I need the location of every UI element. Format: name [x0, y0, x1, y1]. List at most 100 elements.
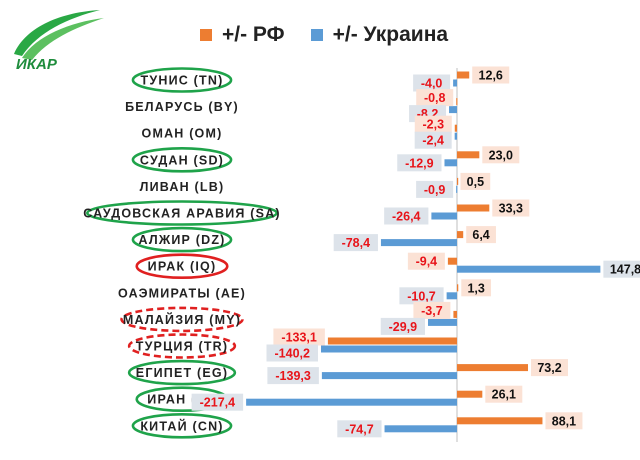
category-label-1: БЕЛАРУСЬ (BY): [125, 100, 239, 114]
bar-rf-10: [327, 337, 457, 345]
value-label-rf-10-box: [273, 328, 325, 346]
value-label-rf-0-box: [472, 66, 510, 84]
legend-item-ukraine: +/- Украина: [310, 23, 449, 47]
bar-rf-9: [453, 310, 457, 318]
highlight-ellipse-3: [131, 147, 233, 173]
bar-ukraine-5: [431, 212, 457, 220]
category-label-0: ТУНИС (TN): [141, 74, 224, 88]
bar-rf-6: [457, 231, 464, 239]
category-label-4: ЛИВАН (LB): [140, 180, 225, 194]
bar-ukraine-7: [457, 265, 601, 273]
value-label-rf-9-box: [413, 301, 451, 319]
bar-rf-11: [457, 364, 529, 372]
bar-rf-4: [457, 177, 459, 185]
value-label-ukraine-2-box: [414, 131, 452, 149]
highlight-ellipse-6: [131, 226, 233, 253]
bar-ukraine-6: [380, 239, 457, 247]
value-label-rf-11: 73,2: [537, 361, 561, 375]
value-label-rf-4: 0,5: [467, 175, 484, 189]
value-label-rf-0: 12,6: [479, 69, 503, 83]
value-label-ukraine-13-box: [337, 420, 382, 438]
value-label-ukraine-2: -2,4: [422, 134, 444, 148]
value-label-ukraine-9-box: [380, 317, 425, 335]
value-label-rf-13: 88,1: [552, 414, 576, 428]
value-label-ukraine-0: -4,0: [421, 77, 443, 91]
value-label-rf-12-box: [485, 385, 523, 403]
value-label-rf-6: 6,4: [472, 228, 489, 242]
ikar-logo: ИКАР: [14, 10, 104, 72]
category-label-6: АЛЖИР (DZ): [138, 233, 225, 247]
value-label-ukraine-7: 147,8: [610, 263, 640, 277]
value-label-rf-4-box: [460, 172, 491, 190]
legend-swatch-ukraine: [310, 29, 323, 41]
value-label-ukraine-11: -139,3: [275, 369, 310, 383]
bar-ukraine-2: [454, 132, 457, 140]
logo-swoosh-1: [14, 10, 100, 56]
logo-swoosh-2: [22, 18, 104, 60]
bar-ukraine-9: [427, 318, 457, 326]
category-label-11: ЕГИПЕТ (EG): [136, 366, 228, 380]
highlight-ellipse-7: [135, 253, 229, 280]
value-label-rf-1: -0,8: [424, 91, 446, 105]
value-label-ukraine-12-box: [191, 393, 244, 411]
legend-label-rf: +/- РФ: [222, 23, 285, 46]
value-label-ukraine-7-box: [603, 260, 640, 278]
value-label-rf-1-box: [416, 89, 454, 107]
value-label-rf-3-box: [482, 146, 520, 164]
category-label-13: КИТАЙ (CN): [140, 418, 223, 433]
value-label-ukraine-4-box: [416, 180, 454, 198]
value-label-rf-7: -9,4: [416, 255, 438, 269]
value-label-rf-6-box: [466, 226, 496, 244]
bar-rf-8: [457, 284, 459, 292]
legend-label-ukraine: +/- Украина: [332, 23, 449, 46]
value-label-ukraine-3-box: [397, 154, 442, 172]
value-label-rf-3: 23,0: [489, 148, 513, 162]
chart-legend: +/- РФ +/- Украина: [200, 22, 474, 48]
highlight-ellipse-10: [127, 333, 237, 359]
value-label-ukraine-11-box: [267, 367, 319, 385]
bar-ukraine-3: [444, 159, 457, 167]
category-label-5: САУДОВСКАЯ АРАВИЯ (SA): [83, 207, 281, 221]
category-label-9: МАЛАЙЗИЯ (MY): [123, 312, 241, 327]
value-label-ukraine-8: -10,7: [407, 289, 436, 303]
bar-ukraine-13: [384, 425, 457, 433]
legend-item-rf: +/- РФ: [200, 23, 285, 47]
value-label-ukraine-10-box: [266, 344, 319, 362]
bar-ukraine-12: [246, 398, 457, 406]
value-label-rf-11-box: [531, 359, 569, 377]
bar-ukraine-0: [453, 79, 457, 87]
value-label-ukraine-0-box: [413, 74, 451, 92]
bar-rf-1: [456, 98, 458, 106]
value-label-rf-8-box: [461, 279, 492, 297]
category-label-2: ОМАН (OM): [142, 127, 223, 141]
value-label-ukraine-9: -29,9: [389, 320, 418, 334]
value-label-ukraine-12: -217,4: [200, 396, 235, 410]
bar-rf-5: [457, 204, 490, 212]
value-label-rf-7-box: [407, 252, 445, 270]
value-label-ukraine-6-box: [333, 234, 378, 252]
bar-rf-7: [447, 257, 457, 265]
highlight-ellipse-13: [131, 412, 233, 439]
value-label-rf-10: -133,1: [281, 331, 316, 345]
category-label-10: ТУРЦИЯ (TR): [136, 340, 229, 354]
value-label-rf-12: 26,1: [492, 388, 516, 402]
value-label-ukraine-6: -78,4: [342, 236, 371, 250]
bar-ukraine-8: [446, 292, 457, 300]
value-label-rf-2-box: [414, 115, 452, 133]
value-label-ukraine-4: -0,9: [424, 183, 446, 197]
highlight-ellipse-0: [131, 67, 233, 93]
value-label-ukraine-10: -140,2: [275, 347, 310, 361]
bar-ukraine-11: [321, 372, 457, 380]
category-label-7: ИРАК (IQ): [148, 260, 217, 274]
value-label-ukraine-5: -26,4: [392, 210, 421, 224]
bar-ukraine-1: [449, 106, 457, 114]
highlight-ellipse-9: [120, 306, 244, 333]
legend-swatch-rf: [200, 29, 212, 41]
value-label-ukraine-8-box: [399, 287, 444, 305]
bar-ukraine-10: [321, 345, 457, 353]
value-label-rf-8: 1,3: [467, 281, 484, 295]
value-label-ukraine-3: -12,9: [405, 156, 434, 170]
category-label-8: ОАЭМИРАТЫ (AE): [118, 286, 246, 300]
bar-rf-3: [457, 151, 480, 159]
